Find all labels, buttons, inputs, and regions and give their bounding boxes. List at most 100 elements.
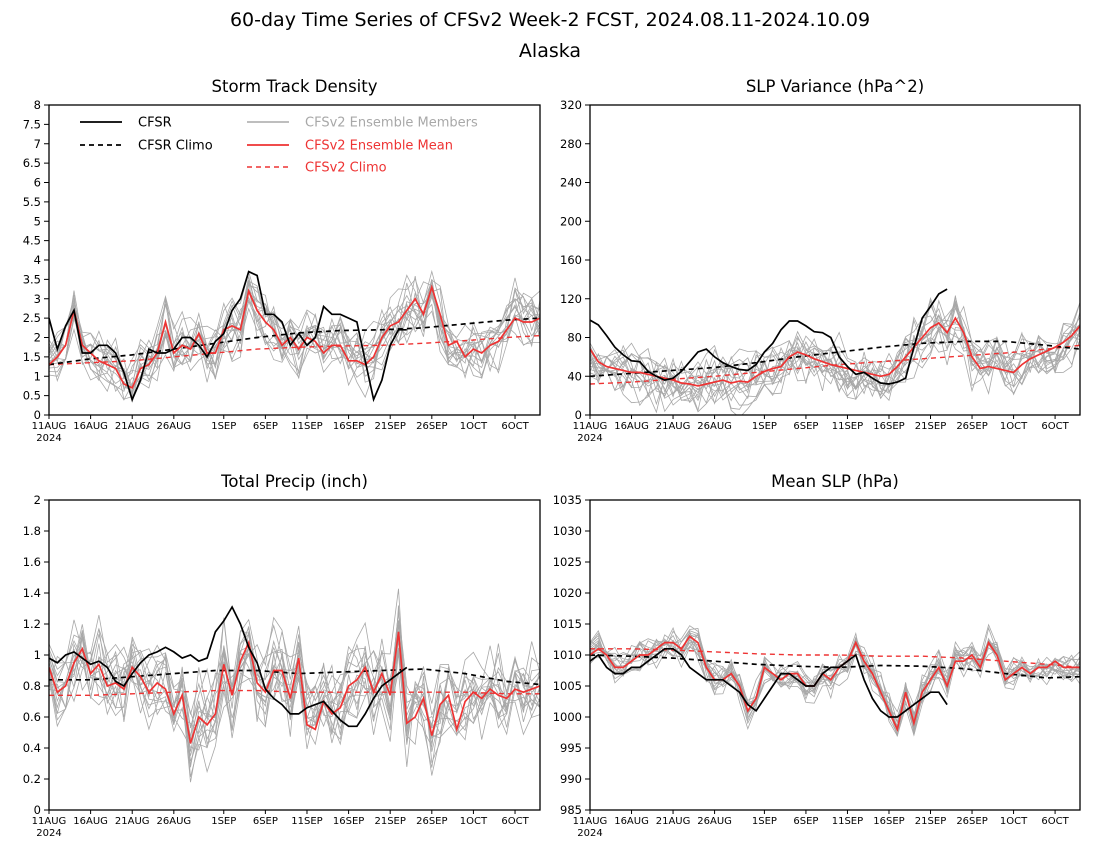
x-tick-label: 26SEP: [416, 421, 447, 432]
y-tick-label: 120: [560, 292, 582, 306]
x-tick-label: 21AUG: [115, 816, 150, 827]
plot-frame: [589, 499, 1081, 811]
x-tick-label: 26AUG: [157, 816, 192, 827]
x-tick-label: 1OCT: [460, 421, 488, 432]
x-tick-label: 11SEP: [832, 816, 863, 827]
x-tick-label: 21AUG: [656, 421, 691, 432]
ensemble-member-line: [590, 304, 1080, 415]
y-tick-label: 995: [560, 741, 582, 755]
series-line-cfsr-climo: [49, 668, 540, 686]
ensemble-member-line: [590, 322, 1080, 406]
y-tick-label: 990: [560, 772, 582, 786]
y-tick-label: 280: [560, 137, 582, 151]
x-tick-label: 1SEP: [211, 816, 236, 827]
y-tick-label: 1: [34, 648, 41, 662]
x-tick-label: 21AUG: [656, 816, 691, 827]
x-tick-label: 26AUG: [697, 421, 732, 432]
ensemble-members: [590, 295, 1080, 415]
x-tick-label: 21SEP: [374, 816, 405, 827]
x-year-label: 2024: [577, 828, 602, 839]
y-tick-label: 1005: [553, 679, 582, 693]
y-tick-label: 0.2: [23, 772, 41, 786]
y-tick-label: 0: [575, 408, 582, 422]
x-tick-label: 1SEP: [752, 421, 777, 432]
y-tick-label: 985: [560, 803, 582, 817]
x-tick-label: 6SEP: [793, 816, 818, 827]
ensemble-member-line: [590, 623, 1080, 735]
legend-label-cfsv2-climo: CFSv2 Climo: [305, 161, 387, 176]
series-line-cfsr-climo: [590, 654, 1080, 679]
series-group: [590, 635, 1080, 733]
x-tick-label: 6OCT: [1041, 421, 1069, 432]
series-group: [49, 605, 540, 744]
y-tick-label: 1025: [553, 555, 582, 569]
y-tick-label: 1: [34, 369, 41, 383]
x-tick-label: 1SEP: [752, 816, 777, 827]
y-tick-label: 1.6: [23, 555, 41, 569]
x-tick-label: 6SEP: [253, 421, 278, 432]
y-tick-label: 0.6: [23, 710, 41, 724]
x-tick-label: 16AUG: [73, 421, 108, 432]
x-tick-label: 16SEP: [333, 421, 364, 432]
chart-panel-4: Mean SLP (hPa) 985 990 995 1000 1005 1010 1015 1…: [553, 472, 1081, 839]
y-tick-label: 3: [34, 292, 41, 306]
ensemble-member-line: [590, 636, 1080, 737]
legend-label-cfsr: CFSR: [138, 116, 172, 131]
y-tick-label: 6: [34, 176, 41, 190]
series-line-cfsr: [590, 288, 948, 385]
y-tick-label: 8: [34, 98, 41, 112]
x-tick-label: 1OCT: [1000, 421, 1028, 432]
plot-frame: [48, 499, 541, 811]
ensemble-members: [590, 623, 1080, 737]
x-tick-label: 11AUG: [32, 816, 67, 827]
ensemble-member-line: [590, 638, 1080, 736]
x-tick-label: 16AUG: [73, 816, 108, 827]
x-tick-label: 11SEP: [832, 421, 863, 432]
x-tick-label: 26SEP: [416, 816, 447, 827]
series-line-cfsv2-climo: [49, 689, 540, 696]
series-line-ensemble-mean: [49, 631, 540, 744]
y-tick-label: 3.5: [23, 272, 41, 286]
plot-frame: [589, 104, 1081, 416]
x-year-label: 2024: [577, 433, 602, 444]
series-line-cfsr-climo: [590, 340, 1080, 378]
ensemble-member-line: [49, 611, 540, 741]
series-line-ensemble-mean: [590, 316, 1080, 387]
legend: CFSR CFSR Climo CFSv2 Ensemble Members CFSv…: [80, 116, 478, 176]
x-tick-label: 6OCT: [501, 421, 529, 432]
y-tick-label: 160: [560, 253, 582, 267]
legend-label-mean: CFSv2 Ensemble Mean: [305, 139, 453, 154]
y-tick-label: 4: [34, 253, 41, 267]
panel-title: Total Precip (inch): [220, 472, 368, 491]
y-tick-label: 0.8: [23, 679, 41, 693]
y-tick-label: 1.8: [23, 524, 41, 538]
y-tick-label: 0.5: [23, 389, 41, 403]
series-group: [49, 270, 540, 403]
ensemble-member-line: [49, 605, 540, 777]
series-line-ensemble-mean: [49, 284, 540, 390]
y-tick-label: 80: [567, 331, 582, 345]
y-tick-label: 1.2: [23, 617, 41, 631]
x-tick-label: 26AUG: [157, 421, 192, 432]
y-tick-label: 6.5: [23, 156, 41, 170]
y-tick-label: 5.5: [23, 195, 41, 209]
chart-panel-1: Storm Track Density 0 0.5 1 1.5 2 2.5 3 3.5 4 4.5 5…: [23, 77, 541, 444]
ensemble-member-line: [49, 287, 540, 387]
x-tick-label: 6OCT: [501, 816, 529, 827]
y-tick-label: 1000: [553, 710, 582, 724]
y-tick-label: 5: [34, 214, 41, 228]
x-tick-label: 21AUG: [115, 421, 150, 432]
y-tick-label: 1020: [553, 586, 582, 600]
chart-panel-2: SLP Variance (hPa^2) 0 40 80 120 160 200 240 280…: [560, 77, 1081, 444]
ensemble-members: [49, 269, 540, 404]
x-tick-label: 16SEP: [333, 816, 364, 827]
x-year-label: 2024: [36, 828, 61, 839]
series-line-cfsv2-climo: [590, 648, 1080, 669]
x-tick-label: 16SEP: [873, 421, 904, 432]
x-tick-label: 11AUG: [32, 421, 67, 432]
legend-label-members: CFSv2 Ensemble Members: [305, 116, 478, 131]
x-tick-label: 11AUG: [573, 421, 608, 432]
y-tick-label: 1015: [553, 617, 582, 631]
x-tick-label: 1OCT: [460, 816, 488, 827]
